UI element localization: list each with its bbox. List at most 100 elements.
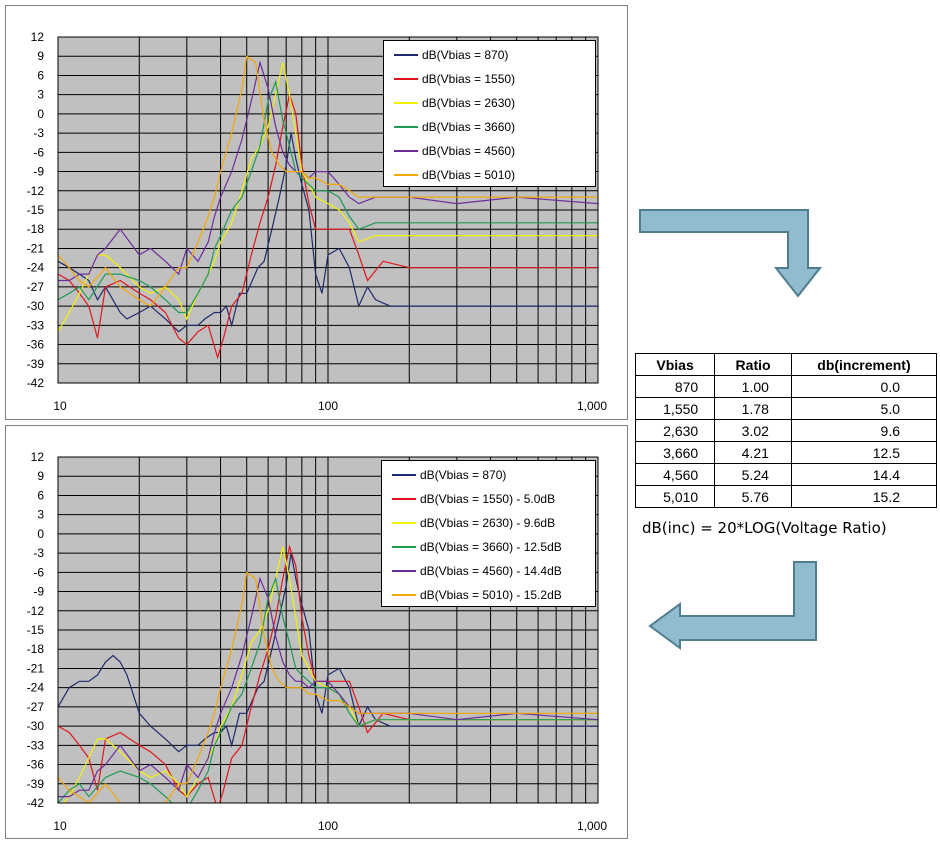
y-tick-label: 6 xyxy=(37,68,44,82)
bottom-chart: 12 9 6 3 0 -3 -6 -9 -12 -15 -18 -21 -24 -27 -30 -33 -36 -… xyxy=(27,450,608,833)
legend-swatch xyxy=(394,102,418,104)
y-tick-label: -36 xyxy=(27,758,45,772)
table-row: 2,630 3.02 9.6 xyxy=(634,419,938,442)
y-tick-label: -33 xyxy=(27,738,45,752)
series-group xyxy=(58,55,598,360)
y-tick-label: -9 xyxy=(33,585,44,599)
legend-entry: dB(Vbias = 2630) xyxy=(394,93,515,113)
cell-db-increment: 15.2 xyxy=(790,485,938,508)
y-tick-label: -12 xyxy=(27,604,45,618)
legend-entry: dB(Vbias = 5010) xyxy=(394,165,515,185)
header-ratio: Ratio xyxy=(714,353,792,376)
y-tick-label: -36 xyxy=(27,338,45,352)
table-row: 1,550 1.78 5.0 xyxy=(634,397,938,420)
legend-entry: dB(Vbias = 4560) xyxy=(394,141,515,161)
legend-entry: dB(Vbias = 870) xyxy=(394,45,508,65)
y-tick-label: 0 xyxy=(37,527,44,541)
y-tick-label: -24 xyxy=(27,261,45,275)
x-tick-label: 1,000 xyxy=(577,819,607,833)
legend-label: dB(Vbias = 4560) xyxy=(422,144,516,158)
legend-entry: dB(Vbias = 5010) - 15.2dB xyxy=(392,585,562,605)
legend-entry: dB(Vbias = 1550) xyxy=(394,69,515,89)
table-row: 4,560 5.24 14.4 xyxy=(634,463,938,486)
cell-db-increment: 12.5 xyxy=(790,441,938,464)
legend-swatch xyxy=(392,522,416,524)
y-tick-label: -12 xyxy=(27,184,45,198)
series-line-3 xyxy=(58,62,598,333)
legend-label: dB(Vbias = 3660) xyxy=(422,120,516,134)
legend-label: dB(Vbias = 1550) - 5.0dB xyxy=(420,492,556,506)
y-tick-label: -3 xyxy=(33,546,44,560)
legend-label: dB(Vbias = 1550) xyxy=(422,72,516,86)
y-tick-label: -24 xyxy=(27,681,45,695)
y-tick-label: 9 xyxy=(37,469,44,483)
cell-vbias: 5,010 xyxy=(634,485,716,508)
series-line-2 xyxy=(58,544,598,803)
legend-swatch xyxy=(392,594,416,596)
legend-entry: dB(Vbias = 4560) - 14.4dB xyxy=(392,561,562,581)
cell-ratio: 4.21 xyxy=(714,441,792,464)
y-tick-label: -21 xyxy=(27,241,45,255)
legend-entry: dB(Vbias = 3660) xyxy=(394,117,515,137)
y-tick-label: 12 xyxy=(31,450,45,464)
db-increment-formula: dB(inc) = 20*LOG(Voltage Ratio) xyxy=(642,519,887,537)
y-tick-label: -30 xyxy=(27,299,45,313)
table-row: 3,660 4.21 12.5 xyxy=(634,441,938,464)
series-line-1 xyxy=(58,132,598,333)
y-tick-label: 3 xyxy=(37,88,44,102)
y-tick-label: -42 xyxy=(27,796,45,810)
y-tick-label: -3 xyxy=(33,126,44,140)
y-tick-label: 12 xyxy=(31,30,45,44)
header-vbias: Vbias xyxy=(634,353,716,376)
y-tick-label: -21 xyxy=(27,661,45,675)
y-tick-label: -15 xyxy=(27,203,45,217)
cell-vbias: 870 xyxy=(634,375,716,398)
cell-ratio: 5.76 xyxy=(714,485,792,508)
table-row: 5,010 5.76 15.2 xyxy=(634,485,938,508)
y-tick-label: -33 xyxy=(27,318,45,332)
x-tick-label: 10 xyxy=(53,819,67,833)
table-header-row: Vbias Ratio db(increment) xyxy=(634,353,938,376)
legend-entry: dB(Vbias = 870) xyxy=(392,465,506,485)
legend-swatch xyxy=(394,126,418,128)
legend-label: dB(Vbias = 5010) xyxy=(422,168,516,182)
vbias-ratio-table: Vbias Ratio db(increment) 870 1.00 0.0 1… xyxy=(634,353,938,508)
cell-ratio: 3.02 xyxy=(714,419,792,442)
y-tick-label: -39 xyxy=(27,357,45,371)
legend-label: dB(Vbias = 4560) - 14.4dB xyxy=(420,564,562,578)
arrow-down-left-icon xyxy=(648,561,817,650)
legend-entry: dB(Vbias = 2630) - 9.6dB xyxy=(392,513,555,533)
legend-label: dB(Vbias = 2630) xyxy=(422,96,516,110)
y-tick-label: 3 xyxy=(37,508,44,522)
y-tick-label: -42 xyxy=(27,376,45,390)
x-tick-label: 100 xyxy=(318,399,338,413)
series-line-1 xyxy=(58,552,598,753)
series-line-4 xyxy=(58,576,598,803)
y-tick-label: 9 xyxy=(37,49,44,63)
x-tick-label: 1,000 xyxy=(577,399,607,413)
y-tick-label: -39 xyxy=(27,777,45,791)
legend-swatch xyxy=(394,54,418,56)
y-tick-label: 6 xyxy=(37,488,44,502)
x-tick-label: 10 xyxy=(53,399,67,413)
bottom-chart-panel: 12 9 6 3 0 -3 -6 -9 -12 -15 -18 -21 -24 -27 -30 -33 -36 -… xyxy=(5,425,628,839)
y-tick-label: -6 xyxy=(33,565,44,579)
x-tick-label: 100 xyxy=(318,819,338,833)
y-tick-label: -9 xyxy=(33,165,44,179)
legend-label: dB(Vbias = 2630) - 9.6dB xyxy=(420,516,556,530)
cell-ratio: 1.00 xyxy=(714,375,792,398)
top-chart-panel: 12 9 6 3 0 -3 -6 -9 -12 -15 -18 -21 -24 -27 -30 -33 -36 -… xyxy=(5,5,628,420)
cell-ratio: 1.78 xyxy=(714,397,792,420)
arrow-down-right-icon xyxy=(639,209,822,298)
legend-swatch xyxy=(394,150,418,152)
legend-label: dB(Vbias = 3660) - 12.5dB xyxy=(420,540,562,554)
cell-vbias: 1,550 xyxy=(634,397,716,420)
legend-swatch xyxy=(394,78,418,80)
y-tick-label: -27 xyxy=(27,280,45,294)
legend-swatch xyxy=(392,546,416,548)
y-tick-label: -18 xyxy=(27,642,45,656)
cell-db-increment: 5.0 xyxy=(790,397,938,420)
y-tick-label: -30 xyxy=(27,719,45,733)
legend-swatch xyxy=(392,474,416,476)
cell-vbias: 2,630 xyxy=(634,419,716,442)
